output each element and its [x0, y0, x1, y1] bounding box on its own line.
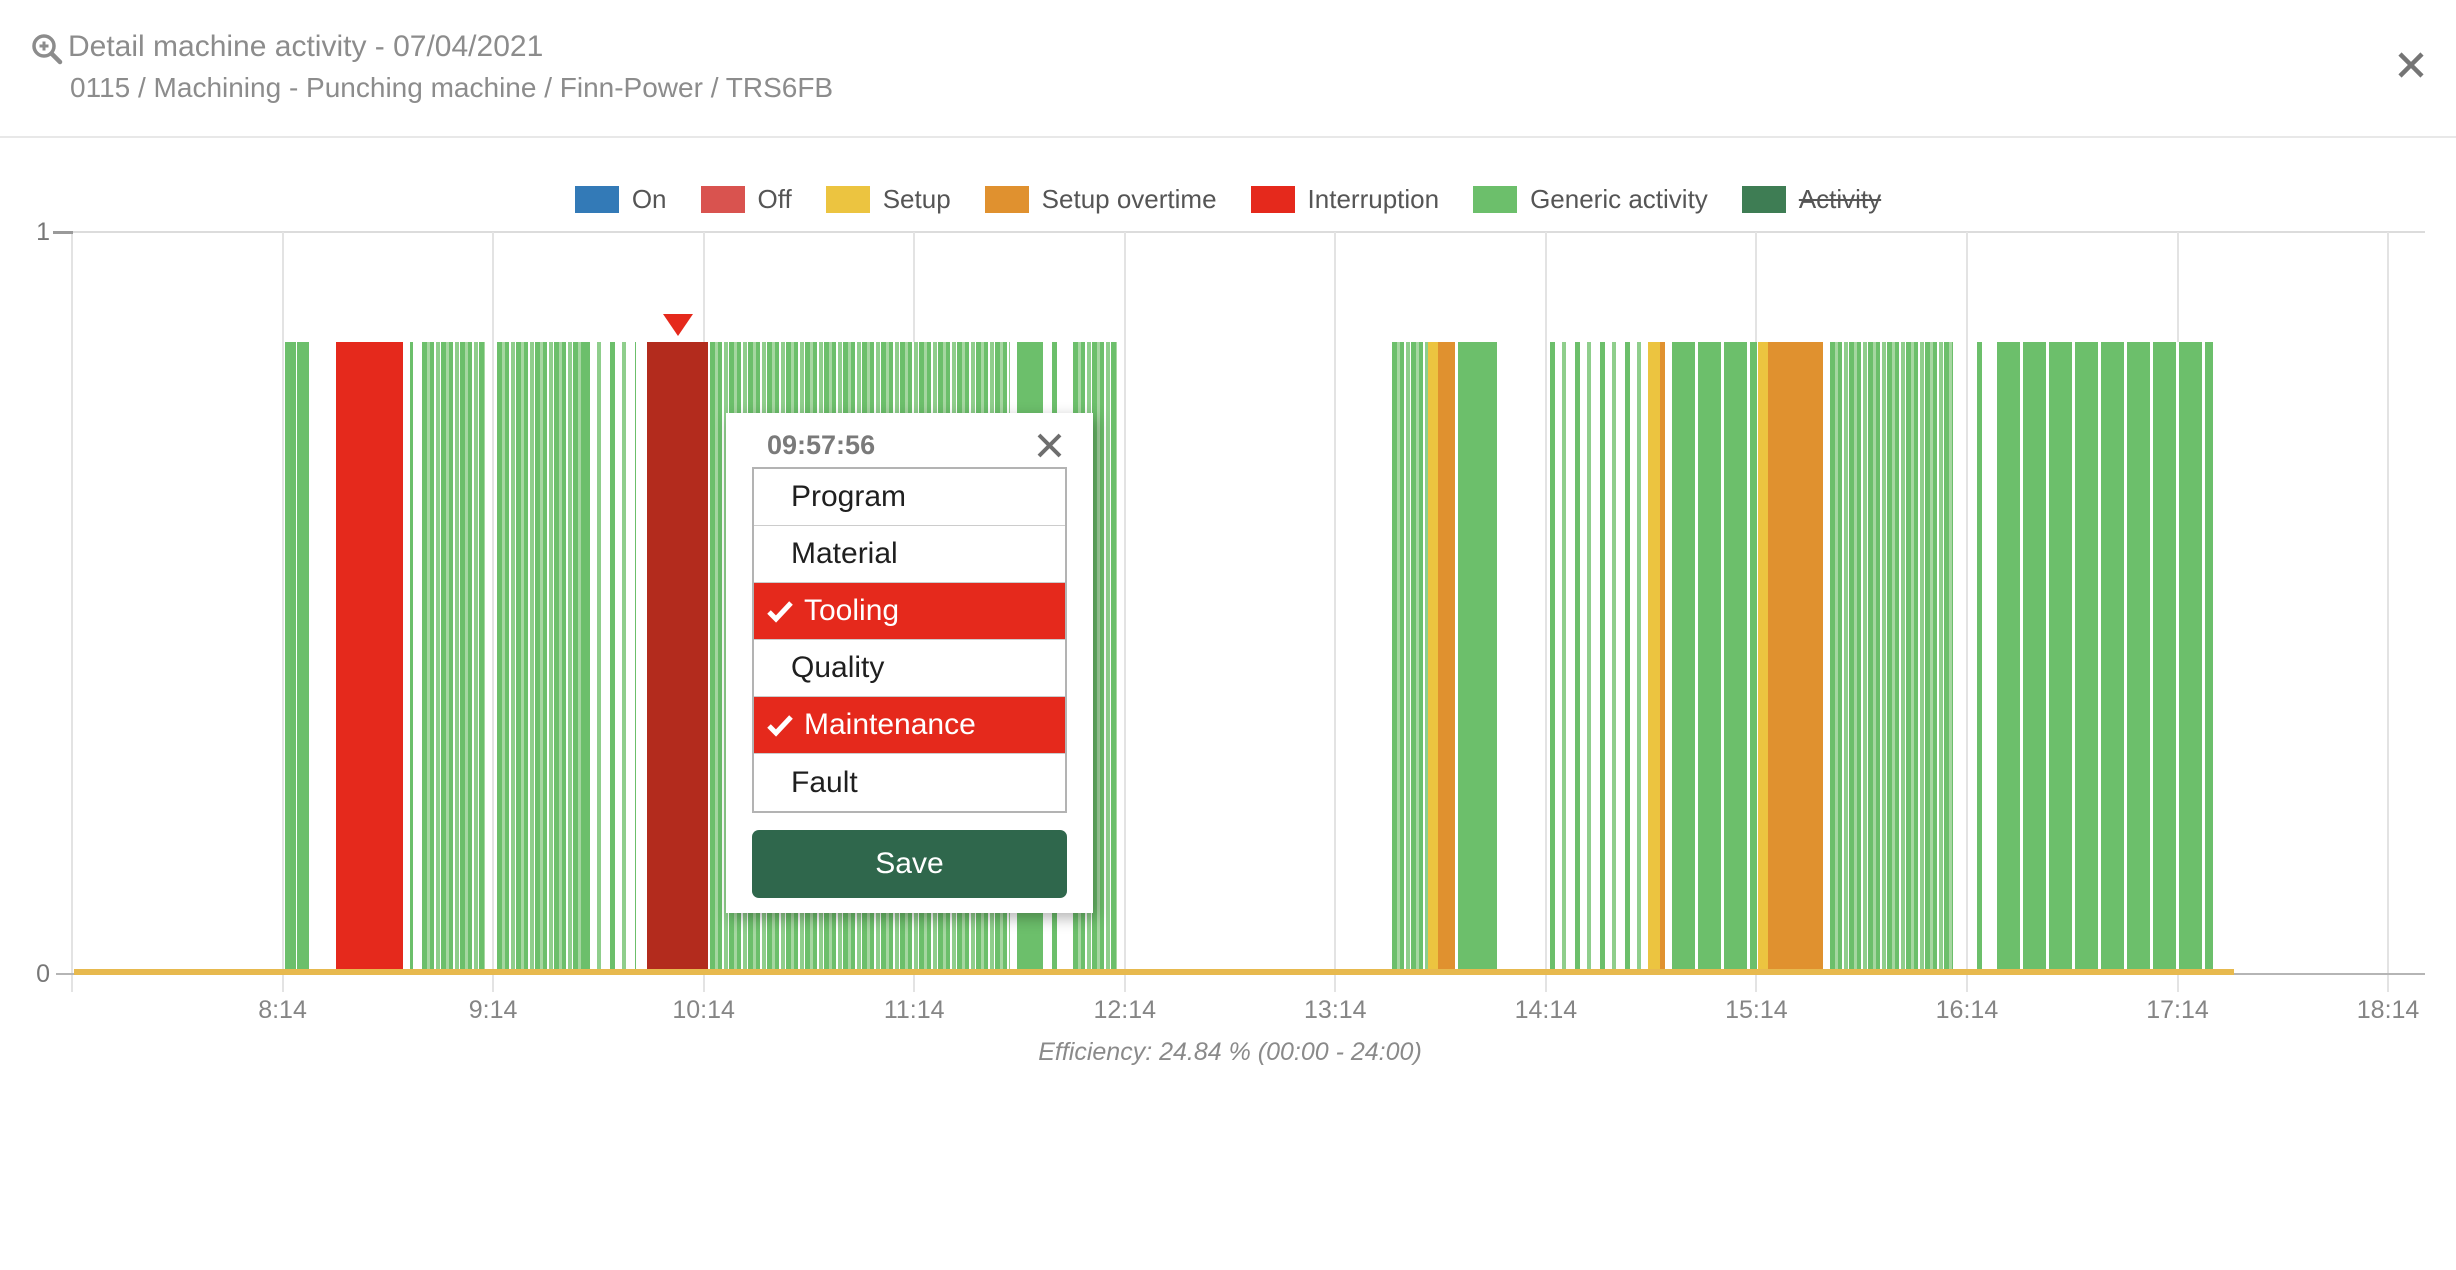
- interruption-segment[interactable]: [335, 342, 404, 974]
- legend-label: Setup: [882, 183, 951, 214]
- activity-segment[interactable]: [1997, 342, 2214, 974]
- legend-swatch: [984, 185, 1029, 213]
- legend-item-interruption[interactable]: Interruption: [1250, 183, 1440, 215]
- setup-baseline-strip: [74, 969, 2234, 975]
- activity-segment[interactable]: [285, 342, 296, 974]
- dialog-header: Detail machine activity - 07/04/2021 011…: [0, 0, 2456, 138]
- legend-swatch: [825, 185, 870, 213]
- gridline-vertical: [1965, 232, 1968, 992]
- x-axis-tick-label: 15:14: [1725, 996, 1788, 1024]
- time-ruler: 0:002:004:006:008:0010:0012:0014:0016:00…: [0, 1180, 2456, 1270]
- reason-option-material[interactable]: Material: [754, 526, 1065, 583]
- activity-segment[interactable]: [409, 342, 414, 974]
- gridline-vertical: [71, 232, 73, 992]
- check-icon: [765, 710, 795, 740]
- legend-item-generic-activity[interactable]: Generic activity: [1473, 184, 1708, 215]
- reason-option-quality[interactable]: Quality: [754, 640, 1065, 697]
- reason-option-label: Maintenance: [804, 708, 976, 741]
- reason-listbox: Program Material Tooling Quality Maintenance…: [752, 467, 1067, 813]
- x-axis-tick-label: 13:14: [1304, 996, 1367, 1024]
- x-axis-tick-label: 18:14: [2356, 996, 2420, 1024]
- page-title: Detail machine activity - 07/04/2021: [68, 30, 544, 63]
- x-axis-tick-label: 14:14: [1514, 996, 1578, 1024]
- reason-option-fault[interactable]: Fault: [754, 754, 1065, 811]
- gridline-vertical: [2387, 232, 2390, 992]
- x-axis-tick-label: 9:14: [468, 996, 518, 1024]
- activity-segment[interactable]: [1457, 342, 1497, 974]
- interruption-segment[interactable]: [647, 342, 709, 974]
- legend-label: Generic activity: [1530, 183, 1708, 214]
- gridline-top: [56, 231, 2425, 233]
- activity-segment[interactable]: [584, 342, 636, 974]
- chart-legend: On Off Setup Setup overtime Interruption Gene…: [0, 182, 2456, 216]
- reason-option-maintenance[interactable]: Maintenance: [754, 697, 1065, 754]
- gridline-vertical: [281, 232, 284, 992]
- reason-option-program[interactable]: Program: [754, 469, 1065, 526]
- efficiency-note: Efficiency: 24.84 % (00:00 - 24:00): [1038, 1038, 1422, 1066]
- reason-option-tooling[interactable]: Tooling: [754, 583, 1065, 640]
- legend-item-off[interactable]: Off: [700, 183, 792, 215]
- interruption-popup: 09:57:56 Program Material Tooling Quality Ma…: [726, 413, 1093, 913]
- x-axis-tick-label: 11:14: [883, 996, 945, 1024]
- activity-segment[interactable]: [421, 342, 485, 974]
- legend-item-setup-overtime[interactable]: Setup overtime: [984, 183, 1217, 215]
- interruption-time: 09:57:56: [767, 430, 876, 460]
- x-axis-tick-label: 8:14: [258, 996, 307, 1024]
- reason-option-label: Material: [791, 537, 898, 570]
- activity-segment[interactable]: [1672, 342, 1758, 974]
- close-icon[interactable]: [2396, 50, 2426, 80]
- activity-segment[interactable]: [497, 342, 585, 974]
- setup-segment[interactable]: [1427, 342, 1438, 974]
- legend-item-on[interactable]: On: [574, 183, 667, 215]
- gridline-vertical: [1334, 232, 1337, 992]
- legend-swatch: [1741, 185, 1786, 213]
- activity-segment[interactable]: [1830, 342, 1954, 974]
- legend-label: Interruption: [1307, 183, 1440, 214]
- y-axis-label-0: 0: [36, 960, 50, 988]
- gridline-vertical: [1544, 232, 1547, 992]
- popup-close-icon[interactable]: [1036, 432, 1063, 459]
- selected-interruption-marker: [662, 314, 693, 336]
- legend-label: Setup overtime: [1041, 183, 1217, 214]
- x-axis-tick-label: 17:14: [2146, 996, 2209, 1024]
- activity-segment[interactable]: [297, 342, 310, 974]
- machine-breadcrumb: 0115 / Machining - Punching machine / Fi…: [70, 72, 834, 103]
- legend-swatch: [1473, 185, 1518, 213]
- x-axis-tick-label: 10:14: [672, 996, 735, 1024]
- reason-option-label: Quality: [791, 651, 885, 684]
- x-axis-tick-label: 16:14: [1935, 996, 1999, 1024]
- reason-option-label: Program: [791, 480, 907, 513]
- setup-segment[interactable]: [1660, 342, 1666, 974]
- setup-segment[interactable]: [1437, 342, 1456, 974]
- setup-segment[interactable]: [1648, 342, 1661, 974]
- legend-item-setup[interactable]: Setup: [825, 183, 951, 215]
- gridline-vertical: [1123, 232, 1126, 992]
- legend-label: Off: [757, 183, 792, 214]
- time-range-slider: [0, 1060, 2456, 1170]
- reason-option-label: Fault: [791, 765, 858, 799]
- y-axis-label-1: 1: [36, 218, 50, 246]
- check-icon: [765, 596, 795, 626]
- activity-chart: 1 0 8:14 9:14 10:14 11:14 12:14 13:14 14:14 15:…: [36, 218, 2425, 1066]
- setup-segment[interactable]: [1768, 342, 1824, 974]
- activity-segment[interactable]: [1977, 342, 1985, 974]
- legend-swatch: [574, 185, 619, 213]
- legend-swatch: [1250, 185, 1295, 213]
- legend-swatch: [700, 185, 745, 213]
- legend-label: On: [631, 183, 667, 214]
- legend-label: Activity: [1798, 183, 1882, 214]
- activity-segment[interactable]: [1549, 342, 1648, 974]
- gridline-vertical: [492, 232, 495, 992]
- zoom-in-icon: [31, 33, 63, 65]
- reason-option-label: Tooling: [804, 594, 900, 627]
- setup-segment[interactable]: [1758, 342, 1769, 974]
- activity-segment[interactable]: [1391, 342, 1428, 974]
- x-axis-tick-label: 12:14: [1093, 996, 1157, 1024]
- save-button[interactable]: Save: [752, 830, 1067, 898]
- legend-item-activity[interactable]: Activity: [1741, 183, 1882, 215]
- y-tick-1: [53, 231, 73, 234]
